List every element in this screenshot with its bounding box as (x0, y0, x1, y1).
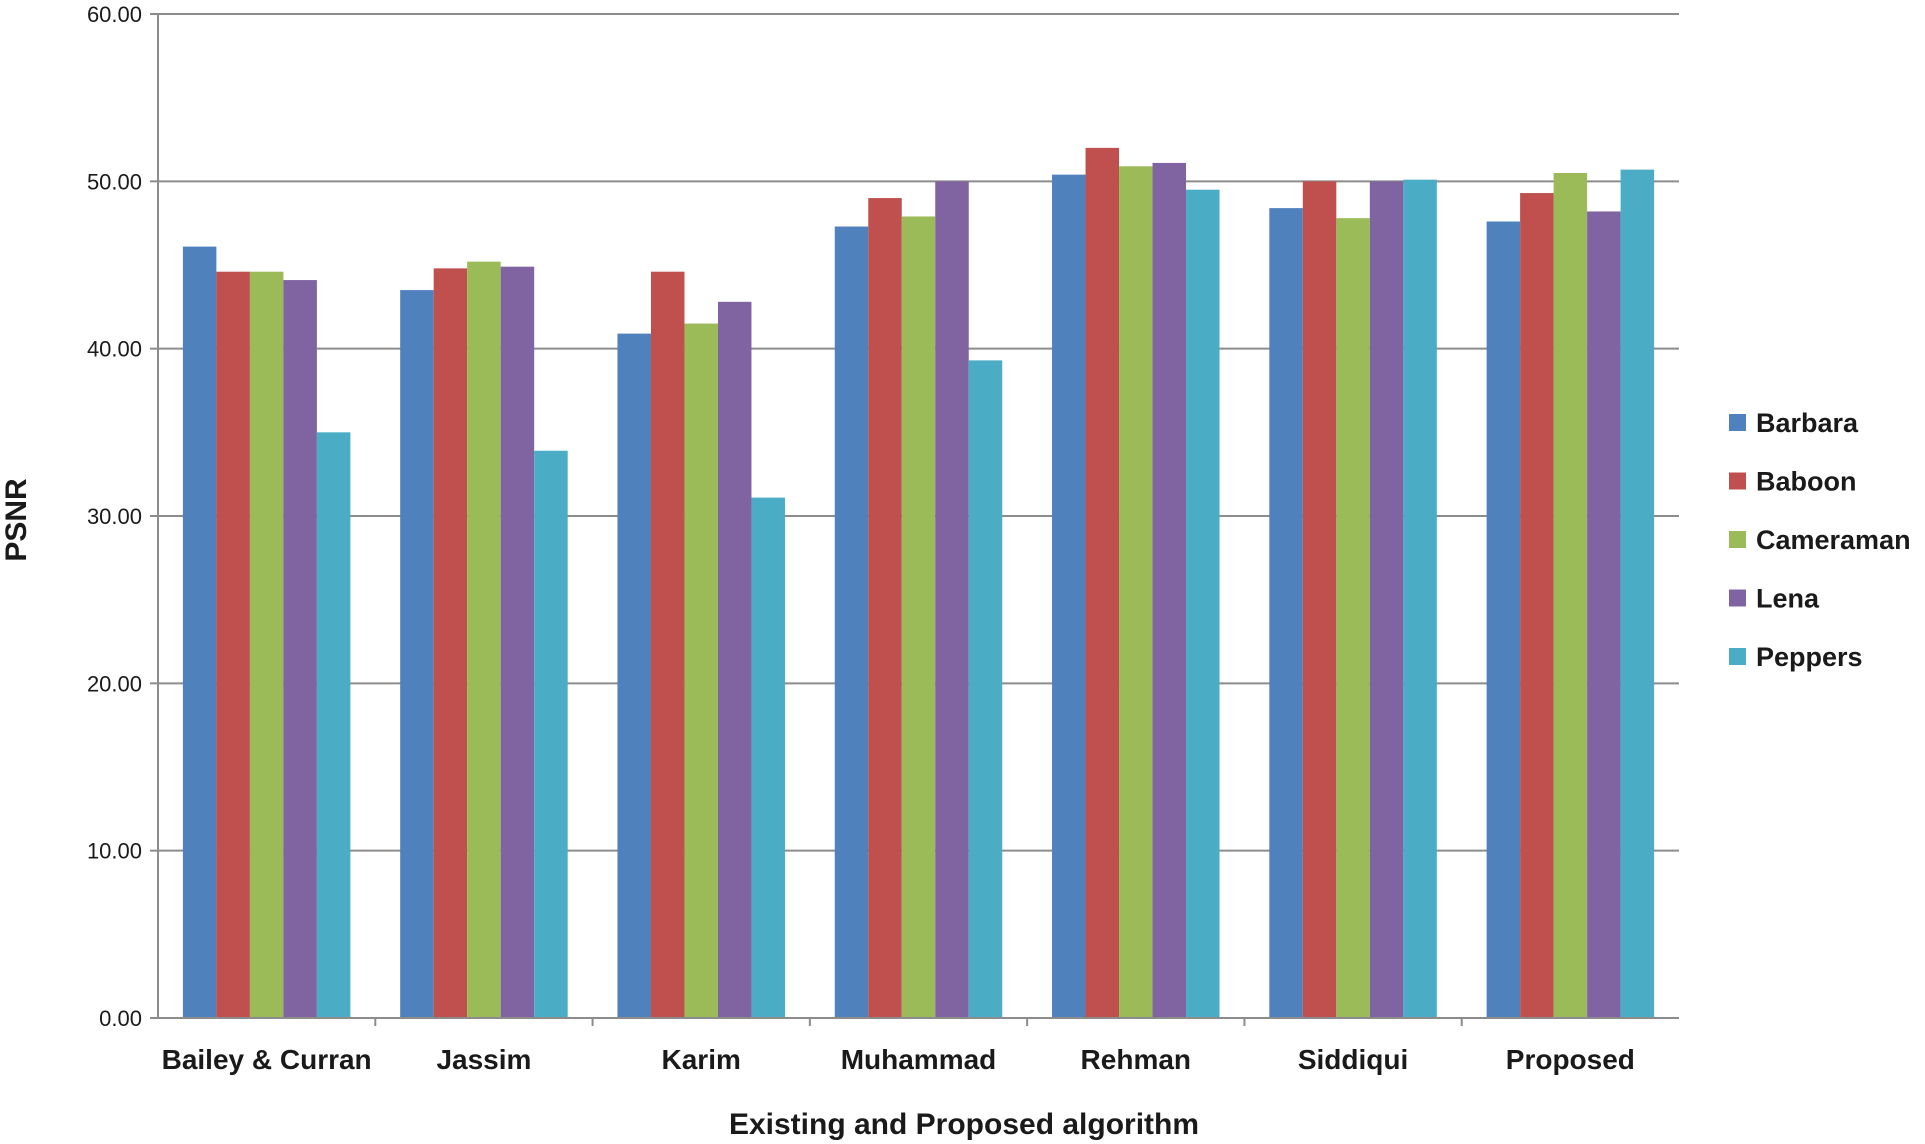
bar-baboon-6 (1302, 181, 1337, 1019)
legend: Barbara Baboon Cameraman Lena Peppers (1729, 408, 1911, 672)
bar-cameraman-7 (1553, 172, 1588, 1018)
bar-lena-5 (1152, 162, 1187, 1019)
bar-peppers-5 (1186, 189, 1220, 1018)
x-tick-label: Bailey & Curran (162, 1044, 372, 1075)
legend-swatch-baboon (1729, 472, 1746, 490)
x-tick-label: Proposed (1506, 1044, 1635, 1075)
bar-lena-7 (1587, 211, 1621, 1018)
bar-peppers-6 (1403, 179, 1437, 1018)
bar-peppers-1 (316, 432, 351, 1018)
bar-cameraman-1 (249, 271, 284, 1018)
bar-lena-3 (717, 301, 752, 1018)
y-tick-labels: 0.00 10.00 20.00 30.00 40.00 50.00 60.00 (87, 2, 142, 1031)
bar-lena-4 (935, 181, 969, 1019)
bar-cameraman-2 (467, 261, 501, 1018)
bar-baboon-3 (650, 271, 685, 1018)
legend-swatch-cameraman (1729, 531, 1746, 548)
legend-label-peppers: Peppers (1756, 642, 1863, 672)
bar-cameraman-6 (1336, 218, 1370, 1018)
y-tick-label: 50.00 (87, 169, 142, 194)
bars (182, 147, 1655, 1019)
bar-lena-2 (500, 266, 535, 1018)
y-axis-title: PSNR (0, 478, 33, 562)
bar-barbara-4 (834, 226, 869, 1019)
bar-baboon-1 (216, 271, 250, 1018)
legend-label-lena: Lena (1756, 584, 1820, 614)
axes (150, 13, 1679, 1026)
x-tick-labels: Bailey & Curran Jassim Karim Muhammad Rehman… (162, 1044, 1635, 1075)
bar-peppers-7 (1620, 169, 1655, 1018)
bar-peppers-2 (534, 450, 568, 1018)
legend-swatch-peppers (1729, 648, 1746, 665)
y-tick-label: 0.00 (99, 1006, 142, 1031)
bar-baboon-4 (868, 198, 902, 1019)
legend-swatch-barbara (1729, 414, 1746, 431)
y-tick-label: 30.00 (87, 504, 142, 529)
legend-label-barbara: Barbara (1756, 408, 1859, 438)
bar-barbara-7 (1486, 221, 1521, 1018)
y-tick-label: 40.00 (87, 337, 142, 362)
x-tick-label: Muhammad (841, 1044, 997, 1075)
y-tick-label: 10.00 (87, 839, 142, 864)
bar-baboon-7 (1520, 193, 1554, 1019)
bar-barbara-1 (182, 246, 217, 1019)
bar-cameraman-3 (684, 323, 718, 1019)
bar-barbara-6 (1269, 208, 1303, 1018)
x-tick-label: Siddiqui (1298, 1044, 1408, 1075)
bar-lena-1 (283, 280, 317, 1018)
x-tick-label: Rehman (1081, 1044, 1191, 1075)
legend-label-baboon: Baboon (1756, 467, 1857, 497)
bar-peppers-4 (968, 360, 1003, 1018)
x-tick-label: Jassim (436, 1044, 531, 1075)
x-axis-title: Existing and Proposed algorithm (729, 1108, 1199, 1141)
bar-barbara-3 (617, 333, 651, 1018)
bar-barbara-5 (1052, 174, 1086, 1018)
legend-label-cameraman: Cameraman (1756, 525, 1911, 555)
bar-barbara-2 (400, 290, 434, 1019)
bar-cameraman-4 (901, 216, 936, 1018)
bar-peppers-3 (751, 497, 785, 1018)
y-tick-label: 20.00 (87, 671, 142, 696)
legend-swatch-lena (1729, 589, 1746, 607)
y-tick-label: 60.00 (87, 2, 142, 27)
bar-baboon-5 (1085, 147, 1120, 1018)
bar-lena-6 (1369, 181, 1404, 1019)
bar-baboon-2 (433, 268, 468, 1018)
x-tick-label: Karim (662, 1044, 741, 1075)
bar-cameraman-5 (1119, 166, 1153, 1019)
